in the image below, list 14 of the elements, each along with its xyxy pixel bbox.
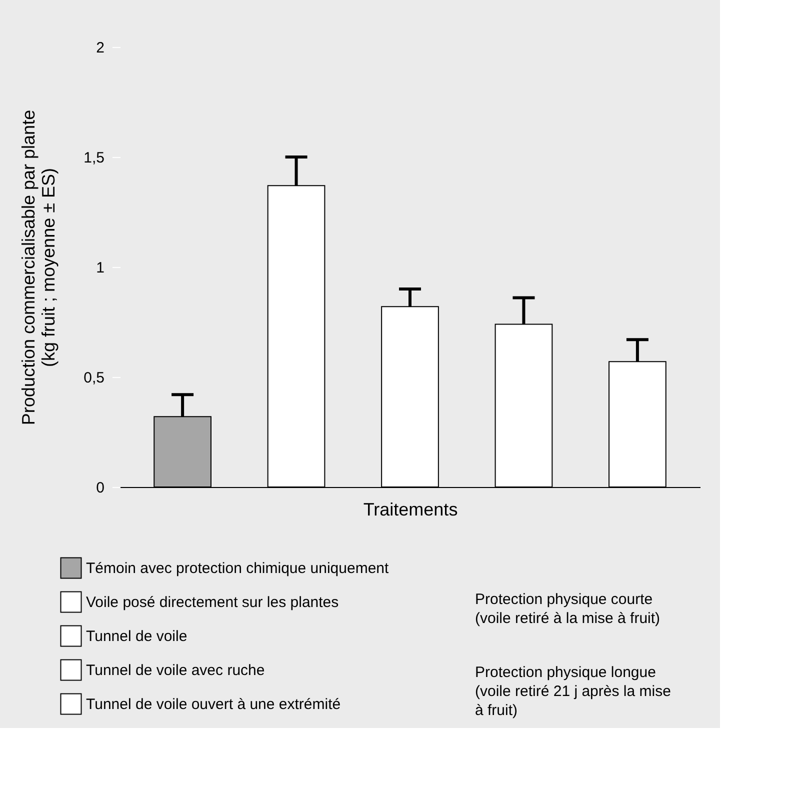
text: Protection physique courte (voile retiré à la mise à fruit)	[475, 591, 660, 627]
legend-label: Tunnel de voile	[86, 628, 188, 645]
text: Protection physique longue (voile retiré 21 j après la mise à fruit)	[475, 664, 671, 719]
x-axis-title: Traitements	[363, 500, 458, 520]
legend-label: Témoin avec protection chimique uniquement	[86, 560, 390, 577]
y-axis-title: Production commercialisable par plante (kg fruit ; moyenne ± ES)	[18, 110, 59, 426]
legend-label: Voile posé directement sur les plantes	[86, 594, 339, 611]
y-tick-label: 1	[96, 260, 104, 276]
y-tick-label: 2	[96, 40, 104, 56]
y-tick-label: 0	[96, 480, 104, 496]
legend-label: Tunnel de voile avec ruche	[86, 662, 265, 679]
legend-label: Tunnel de voile ouvert à une extrémité	[86, 696, 341, 713]
y-tick-label: 1,5	[84, 150, 104, 166]
y-tick-label: 0,5	[84, 370, 104, 386]
